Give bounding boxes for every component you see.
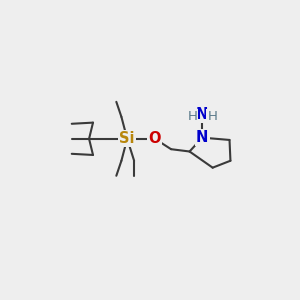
Text: O: O	[149, 131, 161, 146]
Text: H: H	[188, 110, 197, 123]
Text: Si: Si	[119, 131, 135, 146]
Text: N: N	[196, 130, 208, 145]
Text: H: H	[207, 110, 217, 123]
Text: N: N	[196, 107, 208, 122]
